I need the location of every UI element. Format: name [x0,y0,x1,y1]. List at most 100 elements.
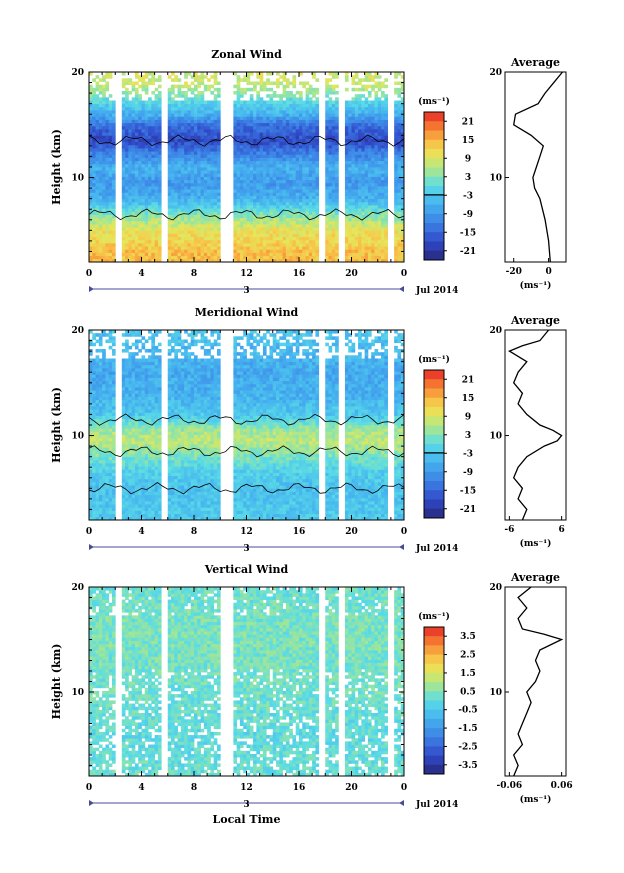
heatmap-cell [335,189,339,193]
heatmap-cell [302,157,306,162]
heatmap-cell [105,157,110,162]
heatmap-cell [154,195,159,200]
heatmap-cell [203,103,208,108]
heatmap-cell [285,103,290,108]
heatmap-cell [134,163,139,168]
heatmap-cell [282,78,287,82]
heatmap-cell [125,239,129,244]
heatmap-cell [364,252,369,257]
heatmap-cell [292,230,297,234]
heatmap-cell [256,122,261,127]
heatmap-cell [105,249,110,253]
heatmap-cell [180,129,185,133]
heatmap-cell [194,258,198,263]
heatmap-cell [394,258,398,263]
heatmap-cell [95,425,100,429]
heatmap-cell [92,132,96,136]
heatmap-cell [108,116,113,120]
heatmap-cell [190,192,195,196]
heatmap-cell [305,208,310,212]
heatmap-cell [128,224,133,228]
heatmap-cell [95,227,100,231]
heatmap-cell [282,249,287,253]
heatmap-cell [102,129,106,133]
heatmap-cell [328,106,333,111]
heatmap-cell [394,100,398,105]
heatmap-cell [187,224,192,228]
heatmap-cell [200,119,205,124]
heatmap-cell [128,132,133,136]
heatmap-cell [266,211,270,215]
heatmap-cell [138,258,142,263]
heatmap-cell [95,358,100,363]
heatmap-cell [134,167,139,171]
heatmap-cell [92,186,96,190]
heatmap-cell [197,217,201,222]
heatmap-cell [358,214,362,219]
heatmap-cell [328,122,333,127]
heatmap-cell [102,447,106,451]
heatmap-cell [190,167,195,171]
heatmap-cell [180,249,185,253]
heatmap-cell [243,78,247,82]
heatmap-cell [141,205,146,209]
heatmap-cell [371,163,375,168]
heatmap-cell [92,516,96,521]
heatmap-cell [171,116,175,120]
heatmap-cell [108,176,113,181]
heatmap-cell [95,428,100,432]
heatmap-cell [210,186,215,190]
heatmap-cell [279,198,283,203]
heatmap-cell [351,100,356,105]
heatmap-cell [315,258,320,263]
heatmap-cell [279,236,283,241]
heatmap-cell [269,179,274,184]
heatmap-cell [253,84,257,89]
heatmap-cell [89,491,93,496]
heatmap-cell [331,116,336,120]
heatmap-cell [239,151,244,155]
heatmap-cell [128,258,133,263]
heatmap-cell [351,154,356,158]
heatmap-cell [348,179,352,184]
heatmap-cell [289,201,293,206]
heatmap-cell [367,179,372,184]
heatmap-cell [95,84,100,89]
heatmap-cell [246,217,251,222]
heatmap-cell [89,447,93,451]
heatmap-cell [134,72,139,76]
heatmap-cell [171,249,175,253]
heatmap-cell [282,189,287,193]
heatmap-cell [354,81,359,86]
heatmap-cell [381,81,385,86]
heatmap-cell [180,182,185,187]
heatmap-cell [344,113,349,117]
heatmap-cell [374,154,379,158]
heatmap-cell [105,227,110,231]
heatmap-cell [121,119,126,124]
heatmap-cell [233,249,238,253]
heatmap-cell [308,192,313,196]
heatmap-cell [312,75,316,79]
heatmap-cell [134,189,139,193]
heatmap-cell [367,125,372,130]
heatmap-cell [92,494,96,499]
heatmap-cell [95,374,100,378]
heatmap-cell [194,243,198,247]
heatmap-cell [266,144,270,149]
heatmap-cell [299,249,303,253]
heatmap-cell [190,113,195,117]
heatmap-cell [305,106,310,111]
heatmap-cell [131,110,136,114]
heatmap-cell [239,195,244,200]
heatmap-cell [184,125,188,130]
heatmap-cell [177,91,182,95]
heatmap-cell [213,198,218,203]
heatmap-cell [184,100,188,105]
heatmap-cell [177,135,182,139]
heatmap-cell [335,214,339,219]
heatmap-cell [131,132,136,136]
heatmap-cell [344,233,349,238]
heatmap-cell [295,236,300,241]
heatmap-cell [331,189,336,193]
